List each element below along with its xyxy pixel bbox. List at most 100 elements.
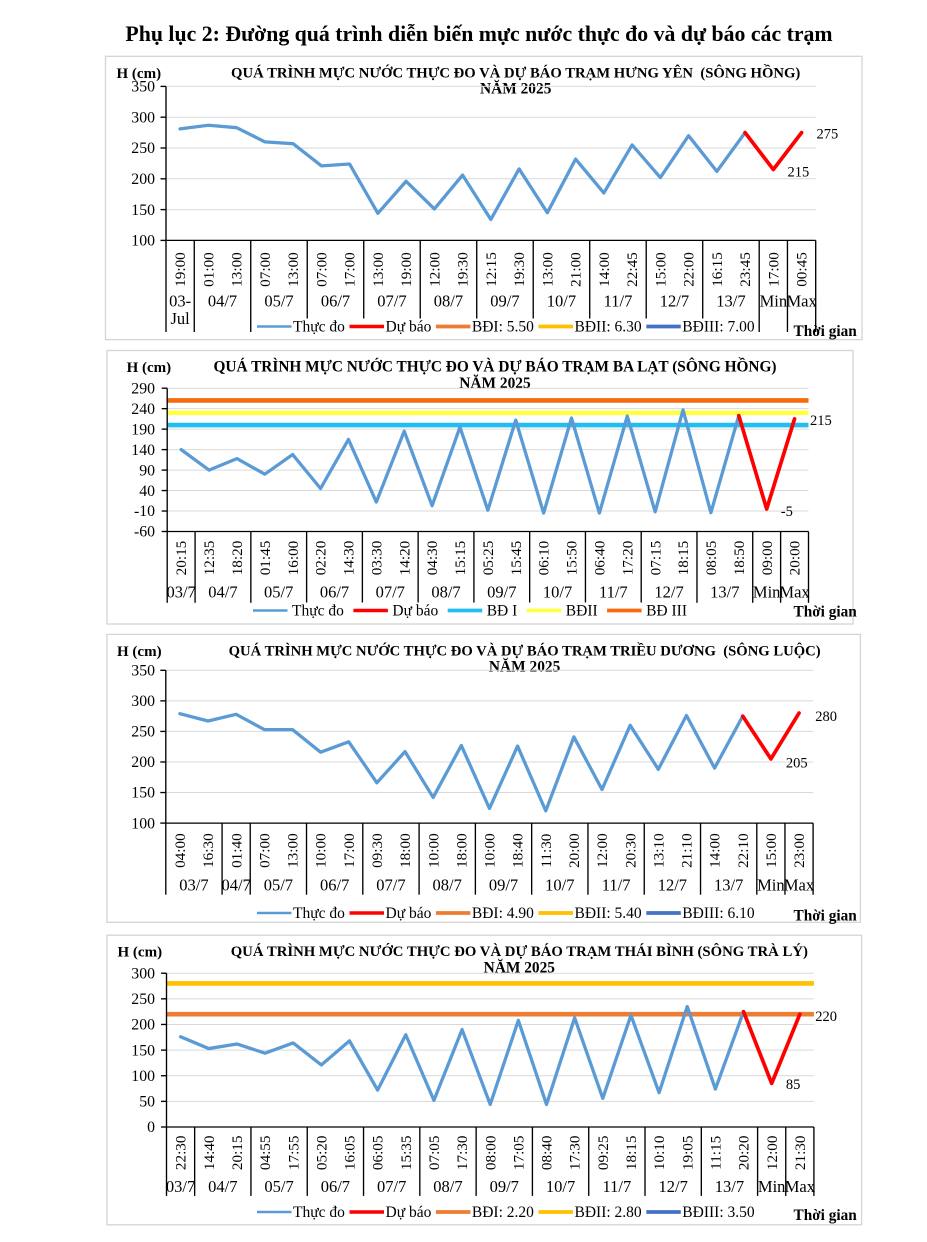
svg-text:13/7: 13/7 [714,876,743,895]
svg-text:QUÁ TRÌNH MỰC NƯỚC THỰC ĐO VÀ: QUÁ TRÌNH MỰC NƯỚC THỰC ĐO VÀ DỰ BÁO TRẠ… [231,943,808,960]
svg-text:Dự báo: Dự báo [392,603,438,620]
svg-text:Thực đo: Thực đo [292,603,344,620]
svg-text:05/7: 05/7 [264,583,293,602]
svg-text:15:15: 15:15 [452,541,469,576]
svg-text:BĐIII: 3.50: BĐIII: 3.50 [682,1204,755,1221]
svg-text:190: 190 [131,421,155,438]
svg-text:Min: Min [760,292,788,311]
svg-text:08:40: 08:40 [539,1135,556,1170]
svg-text:16:05: 16:05 [342,1135,359,1170]
svg-text:09/7: 09/7 [490,1177,519,1196]
svg-text:NĂM 2025: NĂM 2025 [484,960,556,977]
svg-text:150: 150 [131,1042,155,1059]
svg-text:12/7: 12/7 [658,876,687,895]
svg-text:Thời gian: Thời gian [794,323,858,340]
svg-text:10:00: 10:00 [482,833,499,868]
svg-text:13/7: 13/7 [716,292,745,311]
svg-text:0: 0 [147,1119,155,1136]
svg-text:17:00: 17:00 [765,252,782,287]
svg-text:QUÁ TRÌNH MỰC NƯỚC THỰC ĐO VÀ: QUÁ TRÌNH MỰC NƯỚC THỰC ĐO VÀ DỰ BÁO TRẠ… [213,358,776,376]
svg-text:03:30: 03:30 [368,540,385,575]
svg-text:350: 350 [131,79,155,96]
svg-text:11/7: 11/7 [603,1177,632,1196]
svg-text:14:00: 14:00 [596,252,613,287]
svg-text:08/7: 08/7 [431,583,460,602]
svg-text:215: 215 [810,413,832,429]
svg-text:12/7: 12/7 [660,292,689,311]
svg-text:10:10: 10:10 [651,1135,668,1170]
svg-text:19:00: 19:00 [172,252,189,287]
svg-text:Max: Max [785,1177,816,1196]
svg-text:03/7: 03/7 [166,583,195,602]
svg-text:Thực đo: Thực đo [293,1204,345,1221]
svg-text:13/7: 13/7 [710,583,739,602]
svg-text:09/7: 09/7 [490,292,519,311]
svg-text:15:45: 15:45 [508,541,525,576]
svg-text:18:50: 18:50 [731,540,748,575]
svg-text:10/7: 10/7 [543,583,572,602]
svg-text:04/7: 04/7 [208,292,237,311]
svg-text:22:45: 22:45 [624,252,641,287]
svg-text:BĐI: 2.20: BĐI: 2.20 [472,1204,534,1221]
svg-text:22:30: 22:30 [173,1135,190,1170]
svg-text:13:00: 13:00 [539,252,556,287]
svg-text:19:30: 19:30 [455,252,472,287]
svg-text:07:00: 07:00 [313,252,330,287]
svg-text:16:30: 16:30 [200,833,217,868]
svg-text:BĐII: 5.40: BĐII: 5.40 [575,905,642,922]
svg-text:300: 300 [131,965,155,982]
svg-text:18:15: 18:15 [675,541,692,576]
svg-text:BĐI: 5.50: BĐI: 5.50 [472,319,534,336]
svg-text:01:45: 01:45 [257,541,274,576]
svg-text:13:10: 13:10 [650,833,667,868]
svg-text:19:00: 19:00 [398,252,415,287]
svg-text:07/7: 07/7 [377,292,406,311]
svg-text:08:05: 08:05 [703,541,720,576]
svg-text:07/7: 07/7 [376,583,405,602]
svg-text:07/7: 07/7 [376,876,405,895]
svg-text:03/7: 03/7 [179,876,208,895]
svg-text:03/7: 03/7 [166,1177,195,1196]
svg-text:14:40: 14:40 [201,1135,218,1170]
svg-text:08/7: 08/7 [433,1177,462,1196]
svg-text:-60: -60 [134,524,155,541]
svg-text:19:05: 19:05 [679,1135,696,1170]
svg-text:Jul: Jul [170,309,190,328]
svg-text:23:00: 23:00 [791,833,808,868]
svg-text:250: 250 [131,991,155,1008]
svg-text:11:30: 11:30 [538,833,555,867]
svg-text:17:55: 17:55 [285,1135,302,1170]
svg-text:14:20: 14:20 [396,540,413,575]
svg-text:12/7: 12/7 [658,1177,687,1196]
svg-text:220: 220 [815,1009,837,1025]
svg-text:50: 50 [139,1094,155,1111]
svg-text:08/7: 08/7 [433,876,462,895]
svg-text:07:05: 07:05 [426,1135,443,1170]
svg-text:100: 100 [131,233,155,250]
svg-text:Dự báo: Dự báo [386,905,432,922]
svg-text:04/7: 04/7 [208,583,237,602]
svg-text:16:15: 16:15 [709,252,726,287]
svg-text:17:30: 17:30 [454,1135,471,1170]
svg-text:85: 85 [786,1077,801,1093]
svg-text:18:00: 18:00 [453,833,470,868]
svg-text:40: 40 [139,483,155,500]
svg-text:90: 90 [139,462,155,479]
svg-text:10:00: 10:00 [313,833,330,868]
svg-text:07:00: 07:00 [256,833,273,868]
svg-text:16:00: 16:00 [285,540,302,575]
svg-text:H (cm): H (cm) [117,66,162,82]
svg-text:17:00: 17:00 [341,833,358,868]
svg-text:21:30: 21:30 [792,1135,809,1170]
svg-text:05/7: 05/7 [264,1177,293,1196]
svg-text:240: 240 [131,401,155,418]
svg-text:11:15: 11:15 [707,1136,724,1170]
svg-text:290: 290 [131,380,155,397]
svg-text:23:45: 23:45 [737,252,754,287]
svg-text:04/7: 04/7 [208,1177,237,1196]
svg-text:Dự báo: Dự báo [386,319,432,336]
svg-text:04:00: 04:00 [172,833,189,868]
svg-text:09/7: 09/7 [487,583,516,602]
svg-text:20:00: 20:00 [787,540,804,575]
svg-text:Max: Max [779,583,810,602]
